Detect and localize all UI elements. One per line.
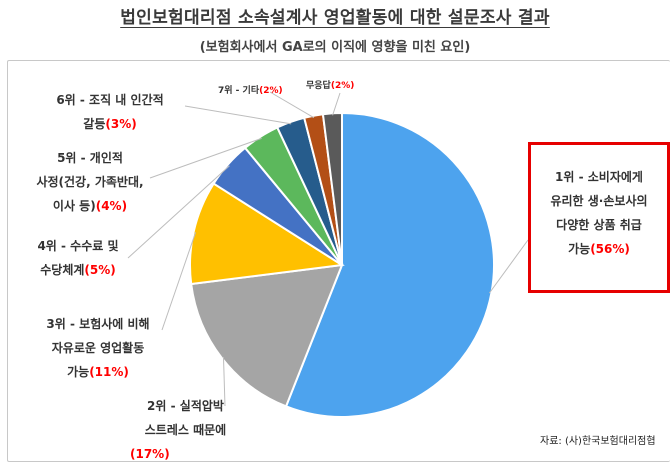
label-line: 5위 - 개인적 [57,151,123,165]
label-line: 스트레스 때문에 [144,423,227,437]
label-line: 자유로운 영업활동 [51,341,145,355]
label-line: 무응답 [306,81,331,91]
label-rank-1: 1위 - 소비자에게 유리한 생·손보사의 다양한 상품 취급 가능(56%) [534,165,664,261]
percent-label: (4%) [95,199,128,213]
chart-frame [7,60,670,462]
label-rank-4: 4위 - 수수료 및 수당체계(5%) [23,234,133,282]
label-line: 1위 - 소비자에게 [555,170,643,184]
percent-label: (3%) [105,117,137,131]
percent-label: (2%) [330,81,355,91]
label-line: 이사 등) [52,199,96,213]
leader-line-7 [269,91,315,119]
percent-label: (17%) [130,447,170,461]
label-line: 가능 [568,242,591,256]
leader-line-4 [127,165,230,259]
leader-line-3 [161,232,197,331]
label-line: 4위 - 수수료 및 [37,239,119,253]
label-line: 3위 - 보험사에 비해 [46,317,150,331]
label-no-answer: 무응답(2%) [306,80,354,92]
highlight-box [528,142,670,293]
label-line: 유리한 생·손보사의 [550,194,648,208]
source-note: 자료: (사)한국보험대리점협 [540,436,656,447]
percent-label: (5%) [84,263,116,277]
leader-line-6 [184,105,292,125]
pie-slice-2 [190,263,344,408]
chart-title: 법인보험대리점 소속설계사 영업활동에 대한 설문조사 결과 [120,8,550,28]
label-line: 가능 [67,365,90,379]
label-line: 2위 - 실적압박 [147,399,224,413]
label-rank-6: 6위 - 조직 내 인간적 갈등(3%) [37,88,183,136]
percent-label: (2%) [259,86,283,96]
label-line: 사정(건강, 가족반대, [36,175,144,189]
label-line: 6위 - 조직 내 인간적 [56,93,164,107]
label-line: 수당체계 [40,263,85,277]
leader-line-5 [149,137,262,179]
pie-slice-3 [189,182,345,286]
leader-line-8 [332,92,341,116]
label-rank-3: 3위 - 보험사에 비해 자유로운 영업활동 가능(11%) [34,312,162,384]
percent-label: (11%) [89,365,129,379]
label-rank-2: 2위 - 실적압박 스트레스 때문에 (17%) [128,394,243,466]
leader-line-2 [222,356,226,407]
label-rank-7: 7위 - 기타(2%) [218,85,283,97]
label-line: 다양한 상품 취급 [556,218,642,232]
label-line: 7위 - 기타 [218,86,260,96]
label-line: 갈등 [83,117,106,131]
pie-slice-1 [284,111,495,418]
chart-subtitle: (보험회사에서 GA로의 이직에 영향을 미친 요인) [199,40,471,55]
pie-slice-8 [321,111,343,266]
leader-line-1 [488,239,529,294]
percent-label: (56%) [590,242,630,256]
label-rank-5: 5위 - 개인적 사정(건강, 가족반대, 이사 등)(4%) [25,146,155,218]
